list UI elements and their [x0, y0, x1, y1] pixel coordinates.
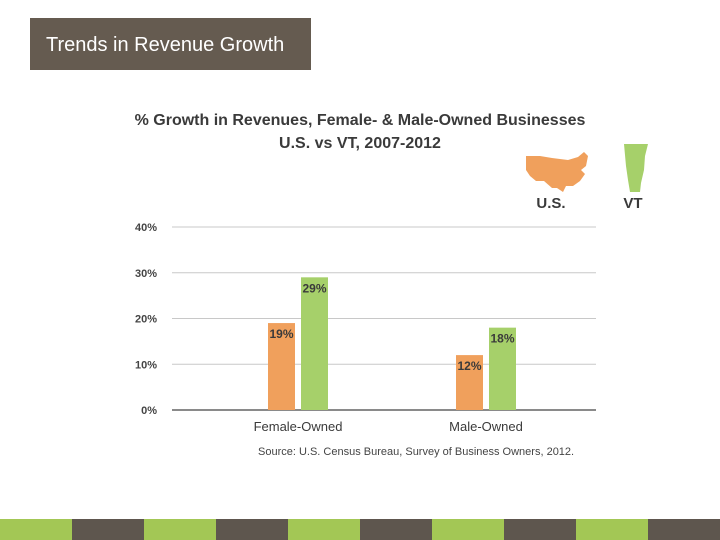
data-label: 18%	[490, 332, 514, 346]
x-category-label: Male-Owned	[449, 419, 523, 434]
footer-segment	[216, 519, 288, 540]
chart-labels: 19% 29% Female-Owned 12% 18% Male-Owned	[254, 281, 523, 434]
us-map-icon	[526, 152, 588, 192]
chart-subtitle: U.S. vs VT, 2007-2012	[279, 135, 441, 152]
legend-label: U.S.	[536, 195, 565, 212]
y-tick-label: 30%	[135, 268, 157, 280]
data-label: 19%	[269, 327, 293, 341]
footer-segment	[72, 519, 144, 540]
y-tick-label: 0%	[141, 405, 157, 417]
slide-title-box: Trends in Revenue Growth	[30, 18, 311, 70]
legend-label: VT	[623, 195, 642, 212]
y-tick-label: 40%	[135, 222, 157, 234]
footer-segment	[504, 519, 576, 540]
slide-title: Trends in Revenue Growth	[46, 34, 285, 56]
bar-us-1	[456, 355, 483, 410]
footer-segment	[432, 519, 504, 540]
footer-segment	[360, 519, 432, 540]
footer-segment	[0, 519, 72, 540]
footer-segment	[144, 519, 216, 540]
chart-bars	[268, 277, 516, 410]
chart-legend: U.S. VT	[526, 144, 648, 212]
footer-segment	[288, 519, 360, 540]
vt-map-icon	[624, 144, 648, 192]
footer-segment	[576, 519, 648, 540]
chart-source: Source: U.S. Census Bureau, Survey of Bu…	[258, 446, 575, 458]
footer-stripe	[0, 519, 720, 540]
bar-vt-1	[489, 327, 516, 410]
data-label: 12%	[457, 359, 481, 373]
y-tick-label: 10%	[135, 359, 157, 371]
data-label: 29%	[302, 281, 326, 295]
bar-us-0	[268, 323, 295, 410]
footer-segment	[648, 519, 720, 540]
chart-title: % Growth in Revenues, Female- & Male-Own…	[134, 112, 586, 129]
chart-grid: 0% 10% 20% 30% 40%	[135, 222, 596, 417]
bar-vt-0	[301, 277, 328, 410]
x-category-label: Female-Owned	[254, 419, 343, 434]
y-tick-label: 20%	[135, 314, 157, 326]
